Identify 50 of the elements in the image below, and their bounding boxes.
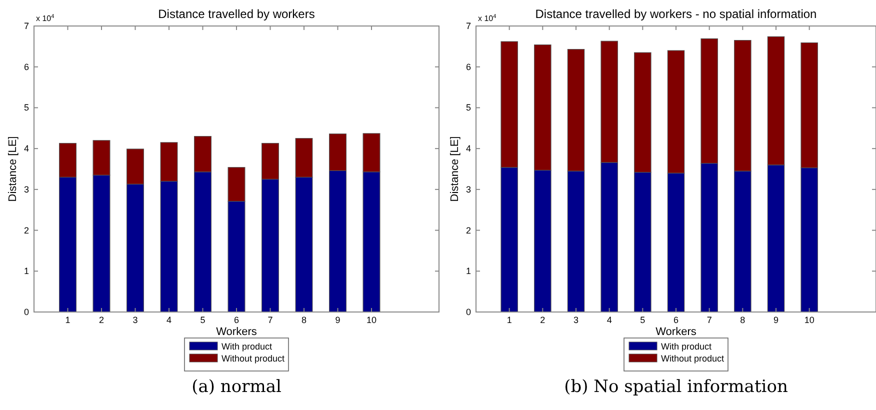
y-tick-label: 1 — [466, 266, 471, 276]
text: x 10$^{4}$ — [36, 14, 54, 23]
x-tick-label: 8 — [740, 315, 746, 325]
legend-label: With product — [661, 342, 712, 352]
y-tick-label: 7 — [466, 21, 471, 31]
x-tick-label: 3 — [132, 315, 138, 325]
x-tick-label: 1 — [65, 315, 70, 325]
y-tick-label: 0 — [466, 307, 471, 317]
x-tick-label: 4 — [606, 315, 612, 325]
y-tick-label: 2 — [466, 225, 471, 236]
x-axis-title: Workers — [216, 326, 258, 338]
x-tick-label: 6 — [234, 315, 240, 325]
y-tick-label: 6 — [24, 62, 29, 72]
y-tick-label: 0 — [24, 307, 29, 317]
x-tick-label: 9 — [335, 315, 340, 325]
y-axis-title: Distance [LE] — [449, 136, 461, 202]
x-tick-label: 7 — [268, 315, 273, 325]
x-axis-title: Workers — [656, 326, 697, 338]
y-axis-title: Distance [LE] — [7, 136, 19, 202]
y-tick-label: 2 — [24, 225, 29, 236]
x-tick-label: 10 — [804, 315, 814, 325]
y-tick-label: 1 — [24, 266, 29, 276]
y-tick-label: 3 — [24, 184, 29, 194]
y-tick-label: 5 — [24, 102, 29, 113]
x-tick-label: 5 — [640, 315, 646, 325]
x-tick-label: 6 — [673, 315, 679, 325]
x-tick-label: 2 — [540, 315, 546, 325]
chart-title: Distance travelled by workers — [158, 7, 315, 21]
x-tick-label: 4 — [166, 315, 172, 325]
chart-title: Distance travelled by workers - no spatial information — [535, 7, 817, 21]
y-tick-label: 5 — [466, 102, 471, 113]
y-tick-label: 6 — [466, 62, 471, 72]
x-tick-label: 5 — [200, 315, 206, 325]
text: x 10$^{4}$ — [478, 14, 496, 23]
y-tick-label: 3 — [466, 184, 471, 194]
x-tick-label: 9 — [773, 315, 779, 325]
text: (a) normal — [192, 377, 282, 397]
y-tick-label: 4 — [466, 144, 471, 154]
legend-label: Without product — [661, 354, 725, 364]
x-tick-label: 1 — [506, 315, 512, 325]
legend-label: With product — [222, 342, 273, 352]
x-tick-label: 2 — [98, 315, 104, 325]
text: (b) No spatial information — [564, 377, 788, 397]
x-tick-label: 3 — [573, 315, 579, 325]
x-tick-label: 8 — [301, 315, 307, 325]
legend-label: Without product — [222, 354, 286, 364]
x-tick-label: 7 — [706, 315, 712, 325]
y-tick-label: 4 — [24, 144, 29, 154]
y-tick-label: 7 — [24, 21, 29, 31]
x-tick-label: 10 — [366, 315, 377, 325]
